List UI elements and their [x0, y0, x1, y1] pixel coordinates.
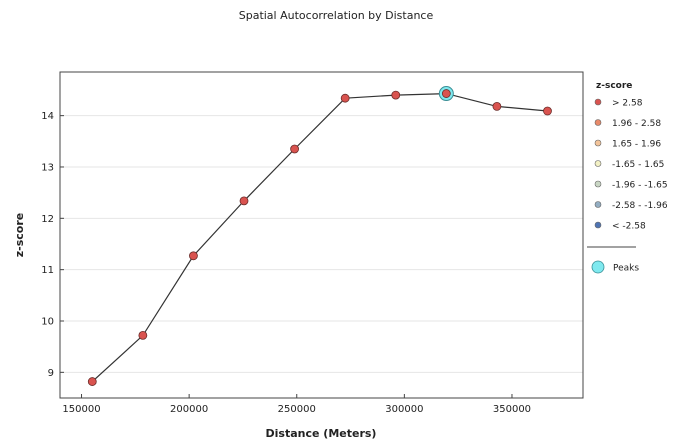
data-point	[543, 106, 552, 116]
legend-peaks-label: Peaks	[613, 264, 639, 274]
legend-item-label: -1.96 - -1.65	[612, 181, 668, 191]
data-point	[239, 196, 249, 206]
x-axis-label: Distance (Meters)	[266, 427, 377, 440]
y-tick-label: 11	[41, 265, 54, 276]
data-point	[340, 93, 350, 103]
data-point	[189, 251, 198, 261]
y-tick-label: 12	[41, 214, 54, 225]
legend-peaks-swatch	[591, 260, 605, 274]
legend-swatch	[594, 98, 602, 106]
x-tick-label: 350000	[493, 404, 531, 415]
legend-item-label: -2.58 - -1.96	[612, 201, 668, 211]
data-point	[492, 101, 502, 111]
y-tick-label: 14	[41, 111, 54, 122]
chart-title: Spatial Autocorrelation by Distance	[239, 9, 434, 22]
legend-item-label: -1.65 - 1.65	[612, 160, 664, 170]
plot-area	[59, 71, 584, 399]
x-tick-label: 200000	[170, 404, 208, 415]
legend-swatch	[594, 180, 602, 188]
x-tick-label: 150000	[62, 404, 100, 415]
x-tick-label: 250000	[278, 404, 316, 415]
legend-item-label: > 2.58	[612, 99, 643, 109]
y-tick-label: 10	[41, 316, 54, 327]
y-tick-label: 9	[48, 368, 54, 379]
x-tick-label: 300000	[385, 404, 423, 415]
data-point	[441, 89, 451, 98]
y-tick-label: 13	[41, 162, 54, 173]
legend-title: z-score	[596, 81, 632, 91]
legend-swatch	[594, 221, 602, 229]
series-line	[91, 92, 548, 383]
data-point	[290, 144, 299, 154]
data-point	[87, 377, 97, 386]
data-point	[391, 90, 401, 100]
legend-item-label: < -2.58	[612, 222, 646, 232]
legend-swatch	[594, 139, 602, 147]
legend: z-score > 2.58 1.96 - 2.58 1.65 - 1.96 -1.6…	[587, 81, 668, 274]
legend-item-label: 1.65 - 1.96	[612, 140, 661, 150]
legend-swatch	[594, 160, 602, 167]
legend-swatch	[594, 201, 602, 208]
legend-swatch	[594, 119, 602, 126]
legend-item-label: 1.96 - 2.58	[612, 119, 661, 129]
data-point	[138, 330, 148, 340]
y-axis-label: z-score	[13, 213, 26, 257]
